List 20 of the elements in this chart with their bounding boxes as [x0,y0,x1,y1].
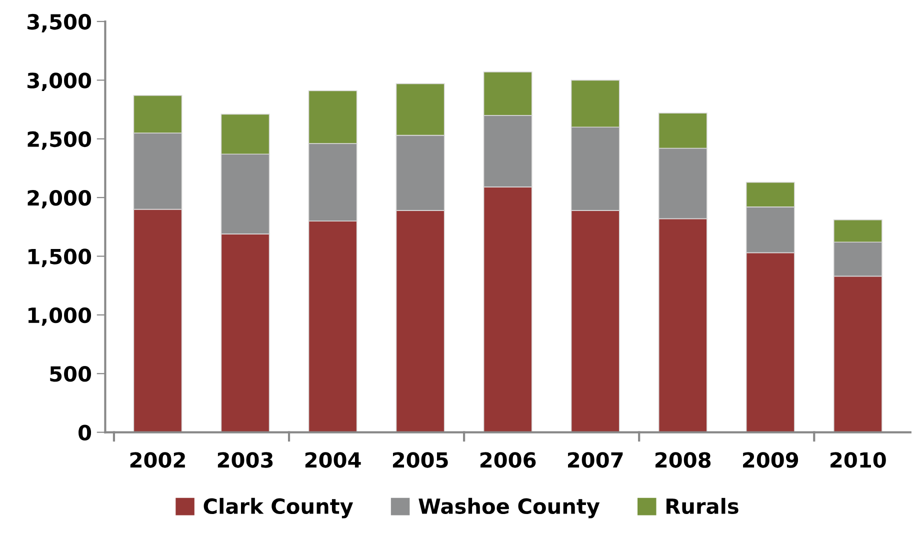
y-tick-label: 1,500 [28,248,92,268]
legend-label: Clark County [204,498,354,518]
x-tick-label: 2008 [656,452,711,468]
y-tick-label: 0 [78,424,92,440]
y-tick-label: 1,000 [28,307,92,326]
x-tick-label: 2007 [568,452,623,468]
y-tick-label: 3,000 [28,72,92,92]
x-tick-label: 2010 [830,452,886,468]
x-tick-label: 2006 [480,452,536,468]
x-tick-label: 2003 [218,452,273,468]
x-tick-label: 2005 [392,452,448,468]
x-tick-label: 2002 [130,452,185,468]
legend-label: Washoe County [418,498,600,518]
y-tick-label: 500 [50,366,92,382]
y-tick-label: 3,500 [28,14,92,32]
legend-label: Rurals [666,498,738,514]
x-tick-label: 2004 [305,452,361,468]
x-tick-label: 2009 [743,452,798,468]
y-tick-label: 2,000 [28,190,92,208]
y-tick-label: 2,500 [28,131,92,150]
